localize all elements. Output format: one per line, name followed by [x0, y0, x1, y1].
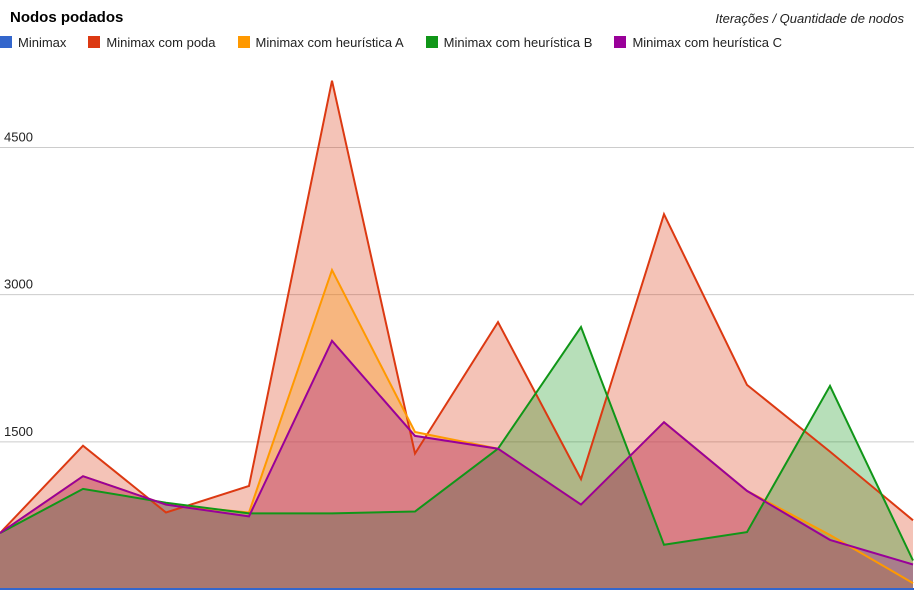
- legend-item-heuristica-b[interactable]: Minimax com heurística B: [425, 34, 593, 50]
- y-tick-label-3000: 3000: [4, 277, 33, 292]
- legend-swatch: [88, 36, 101, 48]
- legend-label: Minimax com heurística C: [632, 34, 782, 50]
- y-tick-label-4500: 4500: [4, 129, 33, 144]
- legend-item-minimax[interactable]: Minimax: [0, 35, 66, 50]
- legend-swatch: [0, 36, 12, 48]
- area-series-1: [0, 80, 913, 589]
- legend-item-heuristica-c[interactable]: Minimax com heurística C: [614, 35, 782, 50]
- chart-legend: Minimax Minimax com poda Minimax com heu…: [0, 34, 804, 50]
- area-series-3: [0, 327, 913, 589]
- legend-swatch: [614, 36, 627, 48]
- legend-label: Minimax com heurística A: [255, 34, 404, 50]
- legend-label: Minimax: [18, 34, 67, 50]
- area-series-4: [0, 340, 913, 589]
- chart-title: Nodos podados: [10, 9, 124, 26]
- legend-swatch: [237, 36, 250, 48]
- area-series-2: [0, 270, 913, 589]
- legend-item-heuristica-a[interactable]: Minimax com heurística A: [237, 34, 404, 50]
- y-tick-label-1500: 1500: [4, 424, 33, 439]
- chart-subtitle: Iterações / Quantidade de nodos: [715, 11, 904, 26]
- legend-swatch: [425, 36, 438, 48]
- legend-label: Minimax com poda: [106, 34, 216, 50]
- legend-label: Minimax com heurística B: [443, 34, 593, 50]
- legend-item-minimax-com-poda[interactable]: Minimax com poda: [88, 34, 216, 50]
- line-series-4: [0, 338, 914, 566]
